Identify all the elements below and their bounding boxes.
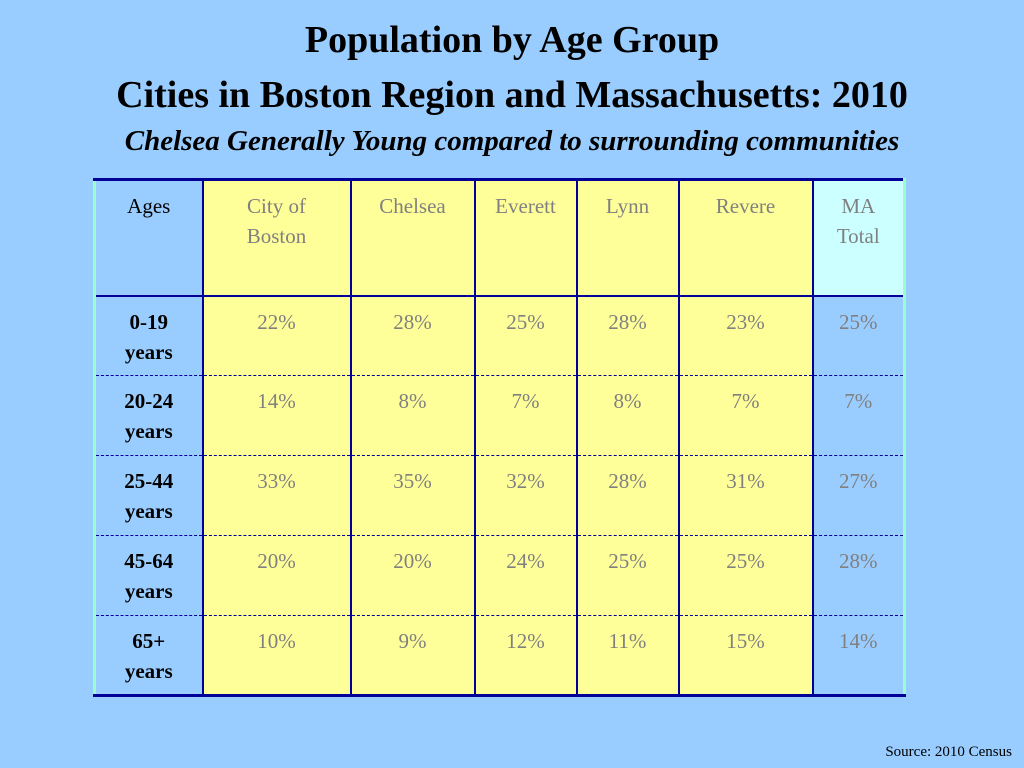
chelsea-cell: 8% (349, 375, 476, 456)
revere-cell: 25% (677, 535, 814, 616)
table-row: 0-19 years 22% 28% 25% 28% 23% 25% (93, 295, 906, 376)
age-cell: 20-24 years (93, 375, 204, 456)
ma-total-cell: 14% (811, 615, 906, 697)
everett-cell: 32% (473, 455, 578, 536)
revere-cell: 15% (677, 615, 814, 697)
lynn-cell: 8% (575, 375, 680, 456)
population-table: Ages City of Boston Chelsea Everett Lynn … (93, 178, 906, 697)
boston-cell: 20% (201, 535, 352, 616)
lynn-cell: 28% (575, 455, 680, 536)
source-note: Source: 2010 Census (885, 744, 1012, 760)
page-subtitle: Chelsea Generally Young compared to surr… (124, 125, 900, 157)
header-revere: Revere (677, 178, 814, 297)
revere-cell: 31% (677, 455, 814, 536)
header-ages: Ages (93, 178, 204, 297)
lynn-cell: 11% (575, 615, 680, 697)
page-title-line2: Cities in Boston Region and Massachusett… (116, 74, 908, 116)
header-ma-total: MA Total (811, 178, 906, 297)
table-row: 45-64 years 20% 20% 24% 25% 25% 28% (93, 535, 906, 616)
lynn-cell: 28% (575, 295, 680, 376)
chelsea-cell: 28% (349, 295, 476, 376)
everett-cell: 25% (473, 295, 578, 376)
table-row: 25-44 years 33% 35% 32% 28% 31% 27% (93, 455, 906, 536)
ma-total-cell: 25% (811, 295, 906, 376)
chelsea-cell: 35% (349, 455, 476, 536)
revere-cell: 23% (677, 295, 814, 376)
age-cell: 25-44 years (93, 455, 204, 536)
boston-cell: 10% (201, 615, 352, 697)
header-chelsea: Chelsea (349, 178, 476, 297)
age-cell: 65+ years (93, 615, 204, 697)
table-row: 65+ years 10% 9% 12% 11% 15% 14% (93, 615, 906, 697)
lynn-cell: 25% (575, 535, 680, 616)
table-header-row: Ages City of Boston Chelsea Everett Lynn … (93, 178, 906, 297)
table-row: 20-24 years 14% 8% 7% 8% 7% 7% (93, 375, 906, 456)
page-title: Population by Age Group (304, 19, 720, 61)
revere-cell: 7% (677, 375, 814, 456)
header-city-of-boston: City of Boston (201, 178, 352, 297)
boston-cell: 14% (201, 375, 352, 456)
age-cell: 0-19 years (93, 295, 204, 376)
ma-total-cell: 7% (811, 375, 906, 456)
header-lynn: Lynn (575, 178, 680, 297)
chelsea-cell: 9% (349, 615, 476, 697)
header-everett: Everett (473, 178, 578, 297)
ma-total-cell: 28% (811, 535, 906, 616)
everett-cell: 7% (473, 375, 578, 456)
everett-cell: 12% (473, 615, 578, 697)
boston-cell: 22% (201, 295, 352, 376)
ma-total-cell: 27% (811, 455, 906, 536)
age-cell: 45-64 years (93, 535, 204, 616)
everett-cell: 24% (473, 535, 578, 616)
chelsea-cell: 20% (349, 535, 476, 616)
boston-cell: 33% (201, 455, 352, 536)
